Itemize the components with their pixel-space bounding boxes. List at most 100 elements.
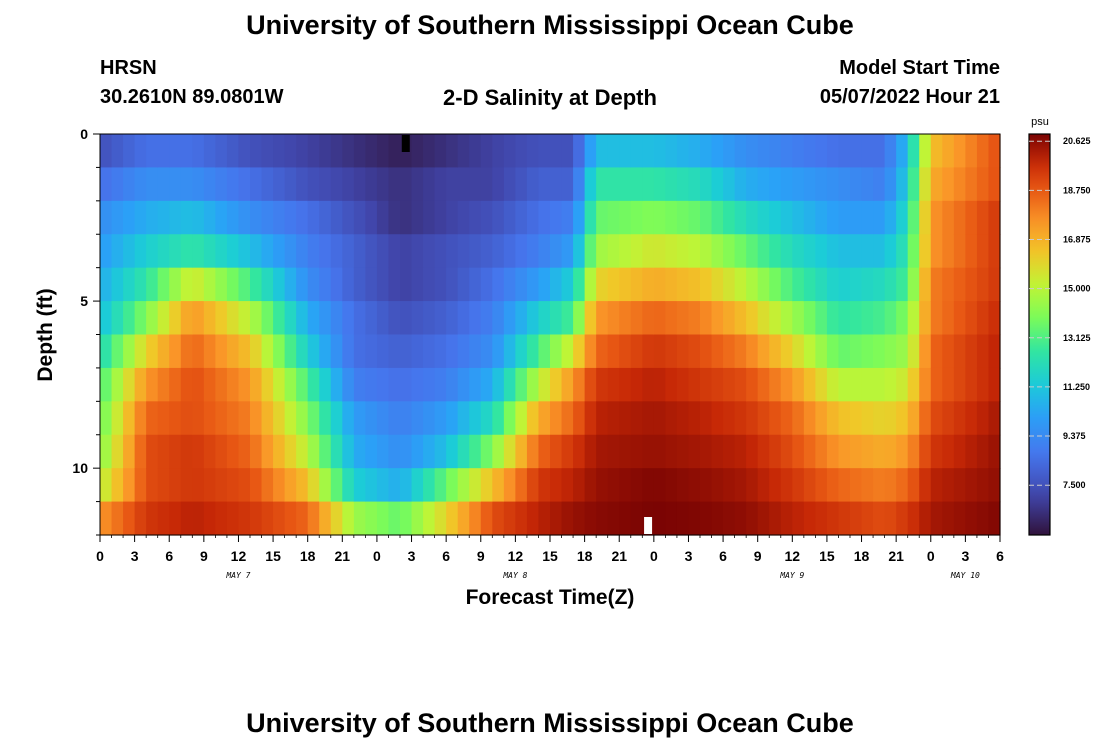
heatmap-cell [838,501,851,536]
heatmap-cell [365,167,378,202]
heatmap-cell [100,468,113,503]
heatmap-cell [446,267,459,302]
heatmap-cell [238,267,251,302]
heatmap-cell [734,234,747,269]
heatmap-cell [446,367,459,402]
heatmap-cell [215,367,228,402]
heatmap-cell [250,334,263,369]
x-tick-label: 0 [927,548,935,564]
heatmap-cell [203,367,216,402]
heatmap-cell [307,234,320,269]
heatmap-cell [596,267,609,302]
heatmap-cell [942,434,955,469]
heatmap-cell [550,468,563,503]
heatmap-cell [238,200,251,235]
heatmap-cell [330,334,343,369]
heatmap-cell [457,401,470,436]
heatmap-cell [838,267,851,302]
heatmap-cell [376,401,390,436]
heatmap-cell [250,501,263,536]
heatmap-cell [261,200,274,235]
heatmap-cell [619,167,632,202]
station-name: HRSN [100,57,157,79]
heatmap-cell [123,134,136,169]
heatmap-cell [515,334,528,369]
heatmap-cell [307,501,320,536]
heatmap-cell [700,468,713,503]
heatmap-cell [550,501,563,536]
heatmap-cell [284,468,297,503]
day-label: MAY 7 [225,571,250,580]
heatmap-cell [676,334,690,369]
heatmap-cell [342,434,355,469]
heatmap-cell [676,434,690,469]
x-tick-label: 21 [335,548,351,564]
colorbar-tick-label: 20.625 [1063,136,1091,146]
heatmap-cell [319,367,332,402]
heatmap-cell [134,234,147,269]
heatmap-cell [503,434,516,469]
heatmap-cell [342,234,355,269]
heatmap-cell [561,468,574,503]
heatmap-cell [942,334,955,369]
y-tick-label: 10 [72,460,88,476]
heatmap-cell [873,434,886,469]
heatmap-cell [769,334,782,369]
heatmap-cell [111,434,124,469]
heatmap-cell [261,301,274,336]
heatmap-cell [676,267,690,302]
x-tick-label: 12 [231,548,247,564]
heatmap-cell [319,134,332,169]
heatmap-cell [665,134,678,169]
heatmap-cell [734,367,747,402]
heatmap-cell [907,234,920,269]
heatmap-cell [457,367,470,402]
heatmap-cell [261,334,274,369]
heatmap-cell [469,501,482,536]
heatmap-cell [342,167,355,202]
heatmap-cell [157,301,170,336]
heatmap-cell [400,167,413,202]
heatmap-cell [515,301,528,336]
heatmap-cell [596,401,609,436]
heatmap-cell [873,334,886,369]
heatmap-cell [942,301,955,336]
heatmap-cell [653,267,666,302]
heatmap-cell [203,334,216,369]
heatmap-cell [492,234,505,269]
heatmap-cell [169,301,182,336]
heatmap-cell [792,301,805,336]
heatmap-cell [584,234,597,269]
heatmap-cell [319,167,332,202]
heatmap-cell [273,468,286,503]
colorbar-unit: psu [1031,116,1049,128]
heatmap-cell [457,234,470,269]
heatmap-cell [123,167,136,202]
heatmap-cell [919,267,932,302]
heatmap-cell [169,501,182,536]
heatmap-cell [965,167,978,202]
heatmap-cell [146,401,159,436]
heatmap-cell [896,334,909,369]
heatmap-cell [446,167,459,202]
heatmap-cell [457,200,470,235]
heatmap-cell [988,468,1001,503]
heatmap-cell [434,468,447,503]
heatmap-cell [873,501,886,536]
heatmap-cell [930,468,943,503]
heatmap-cell [226,301,240,336]
heatmap-cell [734,134,747,169]
heatmap-cell [157,234,170,269]
heatmap-cell [515,234,528,269]
heatmap-cell [642,200,655,235]
heatmap-cell [319,468,332,503]
heatmap-cell [400,367,413,402]
heatmap-cell [469,334,482,369]
heatmap-cell [573,167,586,202]
heatmap-cell [850,134,863,169]
heatmap-cell [965,267,978,302]
heatmap-cell [815,134,828,169]
station-coordinates: 30.2610N 89.0801W [100,86,284,108]
heatmap-cell [203,468,216,503]
heatmap-cell [988,200,1001,235]
